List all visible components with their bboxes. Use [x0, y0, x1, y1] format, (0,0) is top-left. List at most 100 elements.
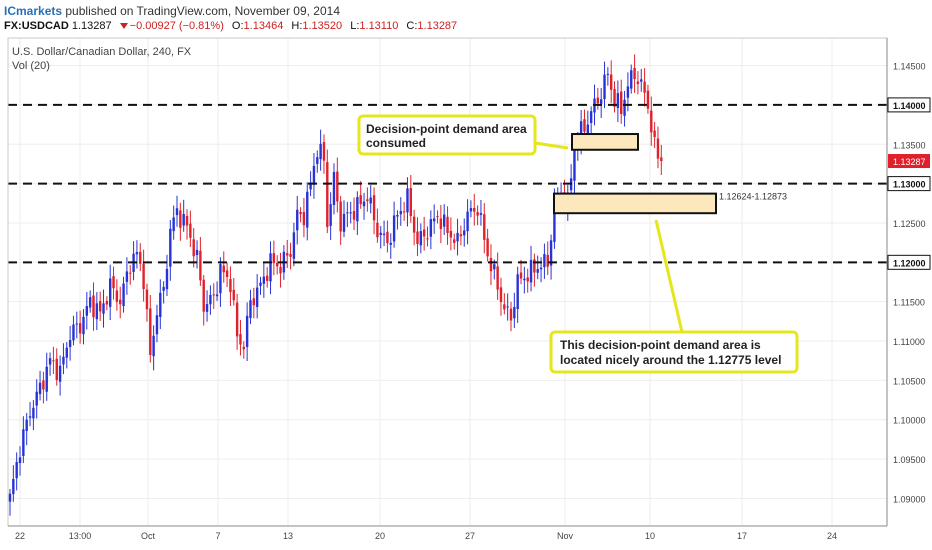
candlestick-series — [8, 54, 663, 516]
volume-label: Vol (20) — [12, 60, 50, 72]
publisher-link[interactable]: ICmarkets — [4, 4, 63, 18]
candle-body — [68, 340, 72, 348]
callout-located-box — [549, 330, 799, 374]
candle-body — [389, 242, 392, 245]
candle-body — [289, 253, 292, 257]
candle-body — [255, 287, 259, 307]
callout-consumed: Decision-point demand area consumed — [357, 114, 537, 156]
last-price: 1.13287 — [71, 20, 112, 32]
level-price-tag — [887, 176, 931, 192]
demand-zone[interactable] — [553, 192, 717, 215]
candle-body — [185, 215, 189, 226]
candle-body — [372, 195, 376, 221]
candle-body — [316, 157, 319, 164]
published-text: published on TradingView.com, November 0… — [65, 4, 340, 18]
candle-body — [426, 238, 429, 240]
time-tick-label: 22 — [15, 531, 25, 541]
candle-body — [329, 204, 332, 226]
candle-body — [543, 254, 546, 268]
candle-body — [252, 298, 256, 306]
price-axis: 1.14500 1.13500 1.12500 1.11500 1.11000 1.105… — [887, 62, 931, 504]
candle-body — [212, 294, 215, 296]
candle-body — [179, 210, 182, 228]
callout-2-pointer — [654, 219, 684, 333]
candle-body — [245, 315, 249, 348]
candle-body — [463, 230, 466, 236]
candle-body — [15, 461, 18, 479]
candle-body — [366, 199, 369, 202]
candle-body — [75, 323, 78, 325]
candle-body — [603, 74, 606, 100]
time-tick-label: 13:00 — [69, 531, 92, 541]
candle-body — [399, 211, 402, 215]
candle-body — [489, 258, 493, 272]
candle-body — [235, 302, 239, 337]
candle-body — [135, 252, 139, 255]
low-value: 1.13110 — [359, 20, 399, 32]
candle-body — [422, 229, 426, 237]
candle-body — [152, 335, 155, 357]
candle-body — [549, 240, 553, 266]
chart-frame — [7, 37, 888, 527]
candle-body — [35, 391, 38, 406]
candle-body — [18, 457, 22, 464]
candle-body — [22, 429, 25, 456]
candle-body — [479, 213, 483, 215]
candle-body — [28, 416, 32, 418]
candle-body — [95, 303, 99, 320]
candle-body — [312, 166, 316, 185]
candle-body — [102, 303, 105, 314]
candle-body — [459, 234, 463, 237]
candle-body — [443, 214, 446, 227]
level-price-tag — [887, 254, 931, 270]
candle-body — [105, 301, 109, 305]
consumed-demand-zone[interactable] — [571, 133, 639, 151]
candle-body — [162, 286, 165, 291]
candle-body — [630, 70, 633, 89]
candle-body — [656, 138, 660, 159]
candle-body — [78, 323, 82, 334]
price-tick-label: 1.14500 — [893, 62, 926, 72]
candle-body — [112, 276, 115, 289]
candle-body — [486, 238, 489, 257]
candle-body — [232, 289, 235, 301]
candle-body — [175, 208, 179, 216]
candle-body — [72, 324, 75, 341]
candle-body — [149, 308, 152, 355]
candle-body — [386, 231, 389, 244]
candle-body — [636, 81, 640, 84]
candle-body — [322, 142, 326, 161]
candle-body — [38, 382, 42, 395]
candle-body — [519, 272, 523, 279]
candle-body — [299, 211, 302, 215]
candle-body — [599, 99, 603, 104]
candle-body — [229, 279, 232, 293]
candle-body — [583, 119, 586, 132]
candle-body — [610, 74, 613, 90]
candle-body — [32, 407, 35, 419]
candle-body — [219, 264, 222, 294]
candle-body — [142, 263, 145, 290]
price-tick-label: 1.09500 — [893, 455, 926, 465]
candle-body — [309, 182, 312, 190]
candle-body — [396, 215, 399, 217]
candle-body — [589, 111, 593, 124]
candle-body — [646, 90, 650, 109]
candle-body — [406, 188, 409, 213]
candle-body — [306, 191, 309, 228]
candle-body — [336, 171, 339, 202]
candle-body — [596, 97, 600, 104]
candle-body — [506, 306, 509, 308]
candle-body — [453, 239, 456, 243]
time-tick-label: Nov — [557, 531, 574, 541]
open-label: O: — [231, 20, 244, 32]
level-price-label: 1.12000 — [893, 258, 926, 268]
callout-consumed-box — [357, 114, 537, 156]
high-value: 1.13520 — [302, 20, 343, 32]
candle-body — [222, 265, 225, 273]
close-label: C: — [406, 20, 418, 32]
time-tick-label: 20 — [375, 531, 385, 541]
candle-body — [98, 301, 102, 312]
candle-body — [359, 195, 362, 205]
